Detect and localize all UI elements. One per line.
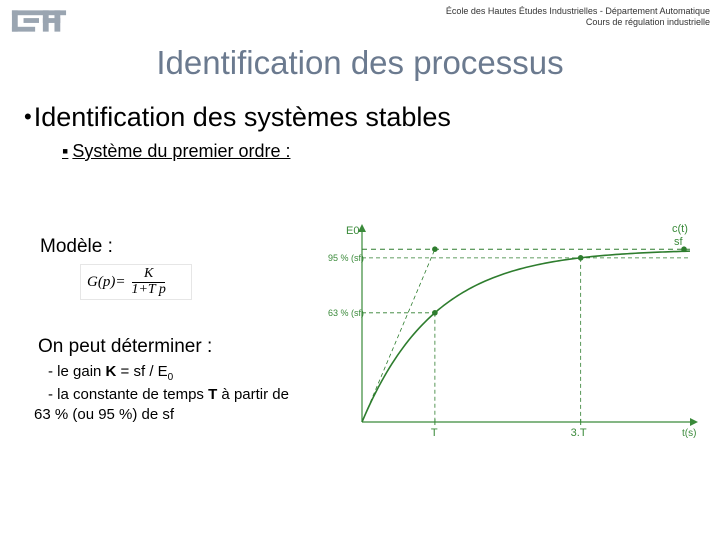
bullets: - le gain K = sf / E0 - la constante de … xyxy=(34,362,304,425)
svg-text:T: T xyxy=(431,427,438,439)
svg-text:E0: E0 xyxy=(346,225,359,237)
subtitle-2: ▪Système du premier ordre : xyxy=(62,141,720,162)
svg-text:95 % (sf): 95 % (sf) xyxy=(328,253,364,263)
page-title: Identification des processus xyxy=(0,44,720,82)
determine-label: On peut déterminer : xyxy=(38,336,212,358)
svg-text:3.T: 3.T xyxy=(571,427,587,439)
header-line2: Cours de régulation industrielle xyxy=(446,17,710,28)
svg-text:sf: sf xyxy=(674,236,684,248)
transfer-function-formula: G(p)= K 1+T p xyxy=(80,264,192,300)
subtitle-2-text: Système du premier ordre : xyxy=(72,141,290,161)
subtitle-1: •Identification des systèmes stables xyxy=(24,102,720,133)
header-line1: École des Hautes Études Industrielles - … xyxy=(446,6,710,17)
svg-text:c(t): c(t) xyxy=(672,223,688,235)
formula-lhs: G(p)= xyxy=(87,274,125,291)
bullet-2: - la constante de temps T à partir de 63… xyxy=(34,385,304,426)
formula-numerator: K xyxy=(132,267,165,283)
model-label: Modèle : xyxy=(40,236,113,258)
svg-text:63 % (sf): 63 % (sf) xyxy=(328,308,364,318)
school-logo xyxy=(10,6,68,36)
subtitle-1-text: Identification des systèmes stables xyxy=(34,102,451,132)
step-response-chart: E0 c(t)sf 95 % (sf) 63 % (sf) T 3.T t(s) xyxy=(324,218,708,444)
formula-denominator: 1+T p xyxy=(129,283,167,298)
bullet-1: - le gain K = sf / E0 xyxy=(34,362,304,385)
svg-text:t(s): t(s) xyxy=(682,428,696,439)
header-text: École des Hautes Études Industrielles - … xyxy=(446,6,710,29)
